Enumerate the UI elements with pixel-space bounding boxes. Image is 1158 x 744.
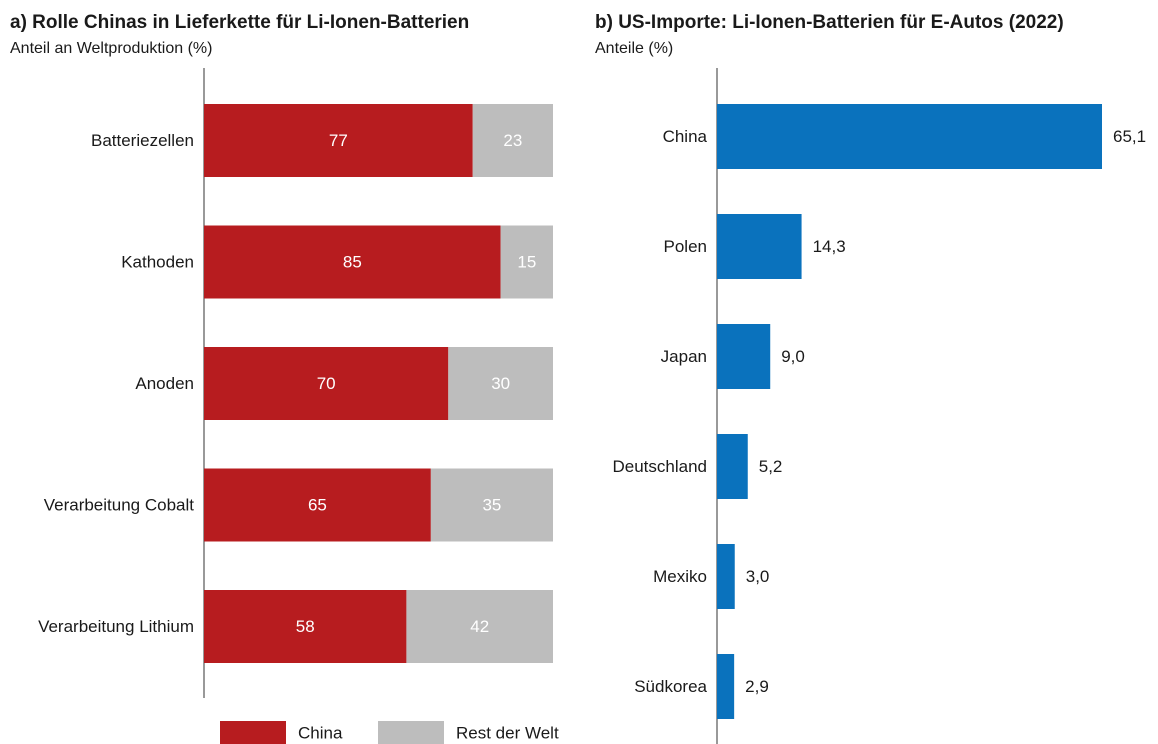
chart-b-category-label: Polen [664, 237, 707, 256]
legend-swatch-china [220, 721, 286, 744]
chart-b-data-label: 14,3 [813, 237, 846, 256]
chart-b-bar [717, 654, 735, 719]
chart-a-category-label: Anoden [135, 374, 194, 393]
chart-b-bar [717, 104, 1102, 169]
chart-b-title: b) US-Importe: Li-Ionen-Batterien für E-… [595, 12, 1064, 33]
chart-b-data-label: 2,9 [745, 677, 769, 696]
chart-b-data-label: 9,0 [781, 347, 805, 366]
chart-a-bar-china [204, 590, 407, 663]
chart-a-data-label: 30 [491, 374, 510, 393]
chart-b-category-label: Südkorea [634, 677, 707, 696]
chart-a-bar-rest-der-welt [406, 590, 553, 663]
chart-a-data-label: 23 [503, 131, 522, 150]
chart-a-data-label: 65 [308, 496, 327, 515]
chart-a-data-label: 42 [470, 617, 489, 636]
chart-b-category-label: China [663, 127, 708, 146]
chart-a-bar-china [204, 225, 501, 299]
chart-a-category-label: Batteriezellen [91, 131, 194, 150]
chart-b-bar [717, 324, 771, 389]
chart-b-bar [717, 434, 748, 499]
chart-b-category-label: Deutschland [612, 457, 707, 476]
chart-a-subtitle: Anteil an Weltproduktion (%) [10, 40, 213, 57]
legend-label-china: China [298, 724, 343, 743]
chart-b-category-label: Mexiko [653, 567, 707, 586]
chart-a-bar-rest-der-welt [448, 347, 553, 420]
chart-a-title: a) Rolle Chinas in Lieferkette für Li-Io… [10, 12, 470, 33]
chart-b-bar [717, 214, 802, 279]
chart-a-category-label: Kathoden [121, 253, 194, 272]
chart-a-data-label: 15 [517, 253, 536, 272]
chart-a-data-label: 58 [296, 617, 315, 636]
chart-a-data-label: 35 [482, 496, 501, 515]
chart-a-bar-rest-der-welt [472, 104, 553, 177]
chart-a-bar-china [204, 347, 449, 420]
chart-b-category-label: Japan [661, 347, 707, 366]
chart-a-bar-china [204, 468, 431, 542]
chart-b-data-label: 5,2 [759, 457, 783, 476]
chart-a-bar-rest-der-welt [500, 225, 553, 299]
chart-b-data-label: 3,0 [746, 567, 770, 586]
chart-b-data-label: 65,1 [1113, 127, 1146, 146]
legend-swatch-rest-der-welt [378, 721, 444, 744]
chart-a-bar-rest-der-welt [430, 468, 553, 542]
chart-a-data-label: 70 [317, 374, 336, 393]
chart-b-subtitle: Anteile (%) [595, 40, 674, 57]
chart-a-category-label: Verarbeitung Lithium [38, 617, 194, 636]
chart-a-bar-china [204, 104, 473, 177]
chart-a-data-label: 85 [343, 253, 362, 272]
chart-a-category-label: Verarbeitung Cobalt [44, 496, 195, 515]
chart-b-bar [717, 544, 735, 609]
chart-a-data-label: 77 [329, 131, 348, 150]
legend-label-rest-der-welt: Rest der Welt [456, 724, 559, 743]
